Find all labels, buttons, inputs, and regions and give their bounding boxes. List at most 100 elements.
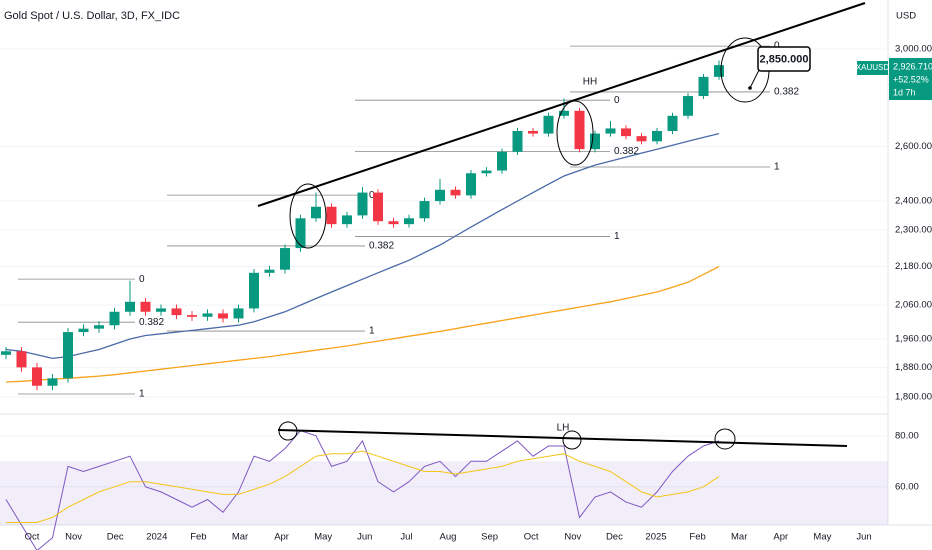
candle-body — [373, 192, 383, 222]
candle-body — [16, 351, 27, 368]
y-tick-label: 60.00 — [895, 481, 919, 492]
x-tick-label: Aug — [440, 532, 457, 543]
candle-body — [559, 110, 569, 116]
ellipse — [556, 100, 594, 166]
y-tick-label: 3,000.000 — [895, 44, 932, 55]
x-tick-label: Dec — [107, 532, 124, 543]
x-tick-label: Nov — [65, 532, 82, 543]
candle-body — [311, 206, 321, 219]
candle-body — [140, 301, 151, 312]
candle-body — [435, 189, 445, 202]
trendline — [257, 2, 866, 207]
circle — [278, 421, 298, 441]
candle-body — [357, 192, 368, 216]
candle-body — [1, 351, 11, 355]
candle-body — [47, 378, 58, 386]
candle-body — [218, 313, 228, 319]
y-tick-label: 1,880.000 — [895, 362, 932, 373]
candle-body — [698, 76, 709, 97]
candle-body — [574, 110, 585, 150]
candle-body — [342, 215, 352, 225]
candle-body — [187, 315, 197, 317]
x-tick-label: 2024 — [146, 532, 167, 543]
x-tick-label: Mar — [731, 532, 747, 543]
x-tick-label: Mar — [232, 532, 248, 543]
candle-body — [233, 308, 244, 319]
x-tick-label: 2025 — [645, 532, 666, 543]
candle-body — [512, 130, 523, 152]
fib-label: 1 — [774, 162, 780, 173]
y-tick-label: 2,300.000 — [895, 225, 932, 236]
ellipse — [289, 183, 327, 249]
line — [5, 430, 720, 550]
trendline — [277, 429, 848, 447]
candle-body — [683, 96, 693, 116]
plot: 0 0.382 1 0 0.382 1 0 0.382 1 0 0.382 1 — [0, 41, 888, 550]
currency: USD — [896, 11, 916, 22]
callout-box — [757, 46, 811, 72]
y-tick-label: 2,180.000 — [895, 261, 932, 272]
x-tick-label: Apr — [773, 532, 788, 543]
fib-label: 0 — [369, 190, 375, 201]
x-tick-label: Oct — [524, 532, 539, 543]
callout-dot — [748, 86, 752, 90]
line — [5, 265, 720, 383]
annotation: HH — [583, 77, 597, 88]
candle-body — [78, 328, 89, 333]
price-tag — [889, 58, 932, 100]
x-tick-label: Jun — [357, 532, 372, 543]
candle-body — [156, 308, 166, 312]
y-tick-label: 1,960.000 — [895, 334, 932, 345]
x-tick-label: Jun — [856, 532, 871, 543]
candle-body — [497, 151, 507, 171]
y-tick-label: 2,400.000 — [895, 196, 932, 207]
candle-body — [652, 130, 662, 142]
rsi-band — [0, 461, 888, 525]
fib-label: 0.382 — [614, 146, 639, 157]
fib-label: 0.382 — [774, 87, 799, 98]
candle-body — [466, 173, 476, 196]
annotation: LH — [557, 423, 570, 434]
chart-title: Gold Spot / U.S. Dollar, 3D, FX_IDC — [4, 10, 180, 22]
x-tick-label: Jul — [400, 532, 412, 543]
x-tick-label: May — [813, 532, 831, 543]
change: +52.52% — [893, 74, 929, 84]
fib-label: 0 — [139, 274, 145, 285]
x-tick-label: Dec — [606, 532, 623, 543]
candle-body — [388, 221, 399, 225]
last-price: 2,926.710 — [893, 61, 932, 71]
symbol: XAUUSD — [856, 63, 890, 72]
candle-body — [249, 272, 259, 309]
x-tick-label: Apr — [274, 532, 289, 543]
countdown: 1d 7h — [893, 87, 916, 97]
callout-text: 2,850.000 — [760, 53, 809, 65]
callout-pointer — [749, 67, 761, 89]
candle-body — [171, 308, 182, 316]
fib-label: 0 — [614, 95, 620, 106]
candle-body — [481, 170, 492, 174]
fib-label: 1 — [614, 231, 620, 242]
candle-body — [326, 206, 337, 225]
candle-body — [528, 130, 538, 134]
circle — [714, 428, 736, 450]
candle-body — [419, 201, 430, 219]
candle-body — [202, 313, 213, 317]
candle-body — [450, 189, 461, 196]
symbol-tag — [857, 61, 888, 75]
y-tick-label: 2,600.000 — [895, 141, 932, 152]
y-tick-label: 1,800.000 — [895, 392, 932, 403]
fib-label: 0.382 — [369, 241, 394, 252]
fib-label: 1 — [369, 326, 375, 337]
candle-body — [264, 269, 275, 273]
x-tick-label: Oct — [25, 532, 40, 543]
fib-label: 0 — [774, 41, 780, 52]
candle-body — [295, 218, 306, 249]
candle-body — [404, 218, 414, 225]
candle-body — [636, 136, 647, 142]
candle-body — [94, 325, 104, 329]
x-tick-label: Sep — [481, 532, 498, 543]
fib-label: 0.382 — [139, 317, 164, 328]
circle — [562, 430, 582, 450]
